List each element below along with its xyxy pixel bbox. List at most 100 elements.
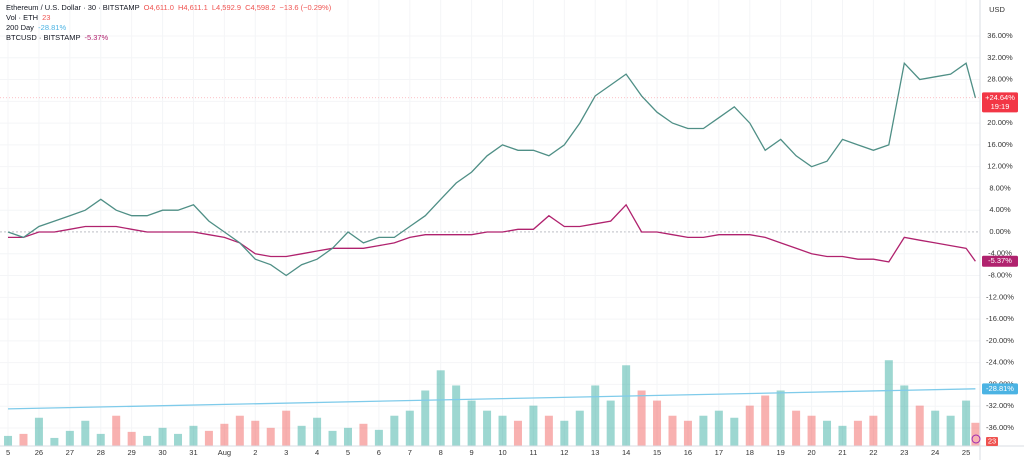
x-tick-label: 17 [715, 448, 723, 457]
y-tick-label: -20.00% [986, 336, 1014, 345]
volume-bar [807, 415, 816, 446]
volume-bar [683, 420, 692, 446]
x-tick-label: 31 [189, 448, 197, 457]
x-tick-label: 19 [776, 448, 784, 457]
volume-bar [792, 410, 801, 446]
y-tick-label: 32.00% [987, 53, 1013, 62]
x-tick-label: 26 [35, 448, 43, 457]
series-line [7, 388, 976, 410]
volume-bar [853, 420, 862, 446]
volume-bar [421, 390, 430, 446]
volume-bar [730, 417, 739, 446]
volume-bar [591, 385, 600, 446]
volume-bar [65, 430, 74, 446]
volume-bar [575, 410, 584, 446]
replay-icon[interactable] [971, 434, 981, 444]
volume-badge-label: 23 [988, 436, 996, 445]
y-tick-label: 20.00% [987, 118, 1013, 127]
x-tick-label: 8 [439, 448, 443, 457]
y-tick-label: 12.00% [987, 162, 1013, 171]
legend-title: Ethereum / U.S. Dollar · 30 · BITSTAMP [6, 3, 140, 12]
volume-bar [467, 400, 476, 446]
x-tick-label: 15 [653, 448, 661, 457]
volume-bar [838, 425, 847, 446]
legend-entry: BTCUSD · BITSTAMP [6, 33, 80, 42]
volume-bar [606, 400, 615, 446]
volume-bar [498, 415, 507, 446]
volume-bar [761, 395, 770, 446]
volume-bar [513, 420, 522, 446]
x-tick-label: 28 [97, 448, 105, 457]
plot-area [0, 61, 980, 410]
volume-bar [637, 390, 646, 446]
y-tick-label: 0.00% [989, 227, 1011, 236]
ohlc-value: L4,592.9 [212, 3, 241, 12]
currency-label: USD [989, 5, 1005, 14]
volume-bar [81, 420, 90, 446]
legend-entry: Vol · ETH [6, 13, 38, 22]
x-tick-label: 21 [838, 448, 846, 457]
x-tick-label: 10 [498, 448, 506, 457]
y-tick-label: -12.00% [986, 292, 1014, 301]
volume-bar [931, 410, 940, 446]
price-badge-label: -5.37% [988, 256, 1012, 265]
x-tick-label: 20 [807, 448, 815, 457]
volume-bar [112, 415, 121, 446]
y-tick-label: -8.00% [988, 271, 1012, 280]
volume-bar [622, 365, 631, 446]
x-tick-label: Aug [218, 448, 231, 457]
volume-bar [359, 423, 368, 446]
y-tick-label: -16.00% [986, 314, 1014, 323]
x-tick-label: 16 [684, 448, 692, 457]
volume-bar [204, 430, 213, 446]
ohlc-value: C4,598.2 [245, 3, 275, 12]
volume-bar [50, 437, 59, 446]
x-tick-label: 11 [530, 448, 538, 457]
volume-bar [653, 400, 662, 446]
volume-bar [529, 405, 538, 446]
series-line [8, 203, 976, 263]
volume-bar [390, 415, 399, 446]
y-tick-label: 8.00% [989, 183, 1011, 192]
ohlc-value: O4,611.0 [144, 3, 174, 12]
volume-bar [544, 415, 553, 446]
volume-bar [158, 427, 167, 446]
volume-bar [405, 410, 414, 446]
volume-bar [884, 360, 893, 446]
x-tick-label: 25 [962, 448, 970, 457]
volume-pane [4, 360, 980, 446]
price-badge-label: +24.64% [985, 93, 1015, 102]
volume-bar [962, 400, 971, 446]
x-tick-label: 29 [127, 448, 135, 457]
volume-bar [452, 385, 461, 446]
legend-value: 23 [42, 13, 50, 22]
volume-bar [143, 435, 152, 446]
ohlc-value: H4,611.1 [178, 3, 208, 12]
volume-bar [251, 420, 260, 446]
y-tick-label: 16.00% [987, 140, 1013, 149]
x-tick-label: 30 [158, 448, 166, 457]
x-tick-label: 5 [6, 448, 10, 457]
volume-bar [374, 429, 383, 446]
volume-bar [4, 435, 13, 446]
axes: 36.00% 32.00% 28.00% 2 4.00% 20.00% 16.00% 12.0… [6, 5, 1018, 457]
volume-bar [96, 433, 105, 446]
price-badge-label: 19:19 [991, 102, 1010, 111]
volume-bar [127, 431, 136, 446]
x-tick-label: 22 [869, 448, 877, 457]
volume-bar [699, 415, 708, 446]
volume-bar [343, 427, 352, 446]
legend: Ethereum / U.S. Dollar · 30 · BITSTAMP O4… [6, 3, 332, 42]
legend-value: -28.81% [38, 23, 66, 32]
volume-bar [282, 410, 291, 446]
x-tick-label: 7 [408, 448, 412, 457]
volume-bar [776, 390, 785, 446]
x-tick-label: 27 [66, 448, 74, 457]
volume-bar [560, 420, 569, 446]
y-tick-label: -32.00% [986, 401, 1014, 410]
price-badge [982, 255, 1018, 267]
y-tick-label: 4.00% [989, 205, 1011, 214]
volume-bar [946, 415, 955, 446]
y-tick-label: -24.00% [986, 358, 1014, 367]
